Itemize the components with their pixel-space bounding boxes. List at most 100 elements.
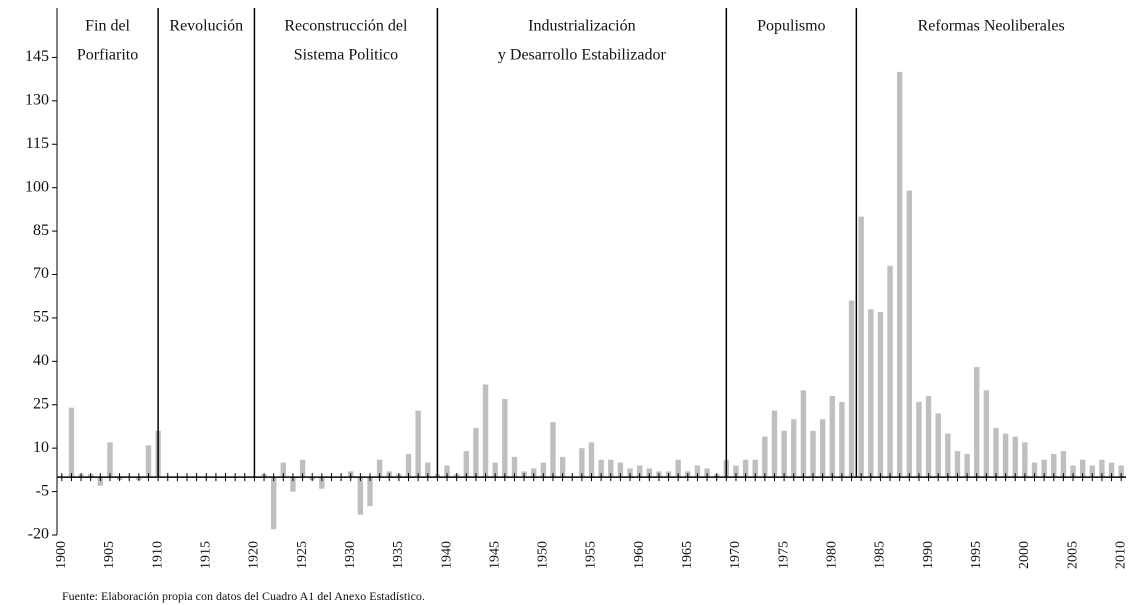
bar: [675, 459, 681, 478]
bar: [290, 477, 296, 492]
bar: [492, 462, 498, 478]
bar: [887, 265, 893, 478]
bar: [964, 453, 970, 478]
y-tick-label: 100: [25, 178, 49, 195]
bar: [646, 468, 652, 478]
bar: [280, 462, 287, 478]
x-tick-label: 1945: [487, 541, 502, 569]
bar: [376, 459, 383, 478]
bar: [742, 459, 749, 478]
x-tick-label: 1955: [584, 541, 599, 569]
bar: [598, 459, 604, 478]
bar: [694, 465, 701, 478]
bar: [107, 442, 113, 478]
x-tick-label: 1940: [439, 541, 454, 569]
bar: [617, 462, 624, 478]
bar: [473, 427, 479, 478]
bar: [1118, 465, 1124, 478]
bar: [1022, 442, 1028, 478]
bar: [405, 453, 412, 478]
x-tick-label: 1930: [343, 541, 358, 569]
bar: [752, 459, 758, 478]
period-label: Porfiarito: [77, 47, 138, 64]
x-tick-label: 2000: [1017, 541, 1032, 569]
x-tick-label: 2010: [1113, 541, 1128, 569]
x-tick-label: 1910: [150, 541, 165, 569]
bar: [68, 407, 75, 478]
source-note: Fuente: Elaboración propia con datos del…: [62, 589, 425, 603]
x-tick-label: 1925: [295, 541, 310, 569]
x-tick-label: 2005: [1065, 541, 1080, 569]
bar: [1108, 462, 1115, 478]
bar: [559, 456, 566, 478]
y-tick-label: 115: [26, 135, 49, 152]
period-label: Revolución: [169, 18, 243, 35]
period-label: Industrialización: [528, 18, 636, 35]
x-tick-label: 1915: [198, 541, 213, 569]
x-tick-label: 1995: [969, 541, 984, 569]
y-tick-label: -20: [28, 526, 49, 543]
x-tick-label: 1900: [54, 541, 69, 569]
y-tick-label: 130: [25, 92, 49, 109]
x-tick-label: 1960: [632, 541, 647, 569]
period-label: Reconstrucción del: [284, 18, 408, 35]
period-label: Sistema Politico: [294, 47, 398, 64]
bar: [1070, 465, 1076, 478]
bar: [270, 477, 277, 530]
bar: [868, 309, 874, 478]
bar: [482, 384, 489, 478]
y-tick-label: 70: [33, 265, 49, 282]
y-tick-label: 40: [33, 352, 49, 369]
bar: [791, 419, 797, 478]
bar: [444, 465, 450, 478]
x-tick-label: 1970: [728, 541, 743, 569]
y-tick-label: -5: [36, 482, 49, 499]
bar: [819, 419, 826, 478]
bar: [896, 71, 903, 478]
bar: [762, 436, 768, 478]
bar: [145, 445, 152, 478]
y-tick-label: 55: [33, 309, 49, 326]
bar: [983, 390, 990, 478]
bar: [1051, 453, 1057, 478]
bar: [906, 190, 913, 478]
x-tick-label: 1950: [536, 541, 551, 569]
bar: [993, 427, 999, 478]
bar: [531, 468, 537, 478]
bar: [1041, 459, 1047, 478]
bar: [974, 367, 980, 478]
x-tick-label: 1975: [776, 541, 791, 569]
bar: [1012, 436, 1018, 478]
x-tick-label: 1965: [680, 541, 695, 569]
period-label: Reformas Neoliberales: [918, 18, 1065, 35]
x-tick-label: 1980: [824, 541, 839, 569]
period-label: Fin del: [85, 18, 130, 35]
bar: [800, 390, 807, 478]
bar: [425, 462, 431, 478]
bar: [367, 477, 373, 507]
period-label: y Desarrollo Estabilizador: [498, 47, 667, 64]
bar: [858, 216, 864, 478]
bar: [704, 468, 710, 478]
bar: [502, 398, 508, 478]
bar: [319, 477, 325, 489]
bar: [1089, 465, 1095, 478]
y-tick-label: 10: [33, 439, 49, 456]
bar: [954, 451, 961, 478]
bar: [511, 456, 518, 478]
bar: [415, 410, 421, 478]
bar: [357, 477, 364, 515]
period-label: Populismo: [757, 18, 825, 35]
bar: [1079, 459, 1086, 478]
bar: [771, 410, 778, 478]
x-tick-label: 1985: [873, 541, 888, 569]
bar: [733, 465, 739, 478]
bar: [810, 430, 816, 478]
bar: [935, 413, 941, 478]
y-tick-label: 25: [33, 395, 49, 412]
bar: [945, 433, 951, 478]
bar: [1002, 433, 1009, 478]
bar: [608, 459, 614, 478]
bar: [463, 451, 469, 478]
